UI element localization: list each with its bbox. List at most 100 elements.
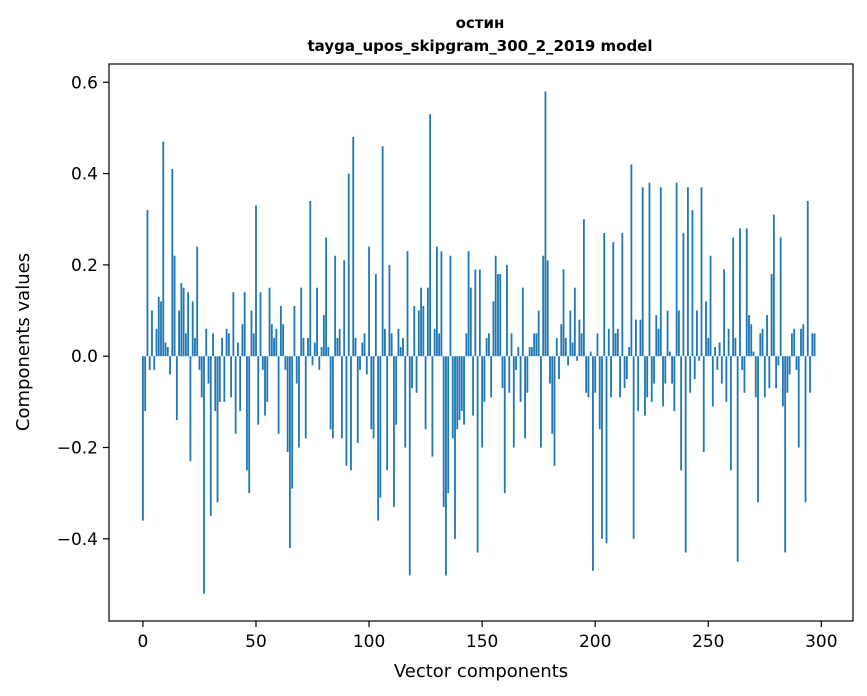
bar-140 [458, 356, 461, 421]
bar-97 [361, 342, 364, 357]
bar-176 [540, 356, 542, 448]
bar-2 [146, 210, 149, 357]
bar-19 [184, 333, 187, 357]
bar-52 [259, 292, 262, 357]
bar-192 [576, 356, 579, 361]
x-tick-label-150: 150 [466, 632, 498, 652]
bar-157 [497, 274, 499, 357]
bar-32 [214, 356, 217, 411]
bar-125 [424, 356, 427, 430]
bar-181 [551, 356, 554, 434]
bar-255 [718, 342, 721, 357]
bar-48 [250, 310, 253, 357]
bar-63 [284, 356, 287, 370]
bar-150 [481, 356, 484, 448]
bar-195 [582, 219, 585, 357]
bar-217 [632, 356, 635, 539]
bar-293 [804, 356, 807, 503]
bar-161 [506, 264, 508, 357]
bar-210 [616, 328, 619, 357]
bar-199 [592, 356, 594, 571]
bar-5 [153, 356, 156, 370]
bar-172 [530, 347, 533, 357]
x-tick-label-250: 250 [692, 632, 724, 652]
bar-155 [492, 301, 495, 357]
bar-9 [162, 141, 165, 357]
bar-256 [720, 356, 723, 384]
bar-226 [653, 356, 655, 384]
bar-35 [221, 337, 223, 357]
bar-138 [454, 356, 456, 539]
bar-173 [533, 333, 536, 357]
bar-215 [628, 347, 631, 357]
bar-196 [585, 356, 588, 393]
bar-268 [748, 315, 750, 357]
bar-174 [535, 333, 538, 357]
bar-54 [264, 356, 266, 416]
bar-22 [191, 301, 194, 357]
bar-119 [411, 356, 413, 389]
bar-247 [700, 187, 703, 357]
bar-163 [510, 333, 513, 357]
bar-148 [476, 356, 479, 553]
bar-62 [282, 324, 285, 357]
bar-99 [365, 356, 368, 375]
bar-200 [594, 356, 597, 393]
bar-166 [517, 347, 520, 357]
bar-67 [293, 305, 296, 357]
bar-185 [560, 324, 563, 357]
bar-260 [729, 356, 732, 471]
bar-289 [795, 356, 798, 370]
bar-73 [307, 337, 309, 357]
bar-146 [472, 356, 474, 416]
bar-11 [166, 347, 169, 357]
bar-186 [562, 269, 565, 357]
bar-21 [189, 356, 192, 462]
y-axis-label: Components values [13, 253, 34, 431]
bar-285 [786, 356, 789, 393]
bar-197 [587, 356, 590, 398]
bar-194 [580, 333, 583, 357]
bar-118 [408, 356, 411, 576]
bar-16 [178, 310, 181, 357]
bar-120 [413, 305, 416, 357]
bar-251 [709, 255, 712, 357]
bar-121 [415, 356, 418, 393]
bar-280 [775, 356, 778, 389]
bar-259 [727, 328, 730, 357]
bar-165 [515, 356, 517, 370]
bar-221 [641, 187, 644, 357]
y-tick-label-1: 0.4 [71, 165, 98, 185]
bar-249 [705, 301, 707, 357]
bar-273 [759, 333, 762, 357]
bar-252 [711, 356, 714, 407]
bar-115 [402, 337, 404, 357]
bar-30 [209, 356, 212, 516]
bar-36 [223, 356, 226, 402]
bar-136 [449, 255, 452, 357]
bar-135 [447, 356, 450, 494]
bar-98 [363, 333, 366, 357]
bar-266 [743, 356, 746, 393]
bar-276 [766, 315, 768, 357]
bar-60 [277, 356, 280, 434]
bar-15 [175, 356, 178, 421]
bar-37 [225, 328, 228, 357]
bar-219 [637, 356, 640, 411]
bar-224 [648, 182, 651, 357]
y-tick-label-0: 0.6 [71, 73, 98, 93]
bar-145 [469, 287, 472, 357]
bar-167 [519, 356, 522, 402]
bar-103 [374, 274, 377, 357]
bar-44 [241, 324, 244, 357]
bar-236 [675, 182, 678, 357]
bar-258 [725, 356, 728, 402]
bar-87 [338, 328, 341, 357]
bar-156 [494, 255, 497, 357]
bar-0 [142, 356, 144, 521]
bar-127 [429, 114, 432, 357]
bar-202 [598, 356, 601, 430]
bar-243 [691, 210, 694, 357]
bar-154 [490, 356, 493, 398]
bar-292 [802, 324, 805, 357]
